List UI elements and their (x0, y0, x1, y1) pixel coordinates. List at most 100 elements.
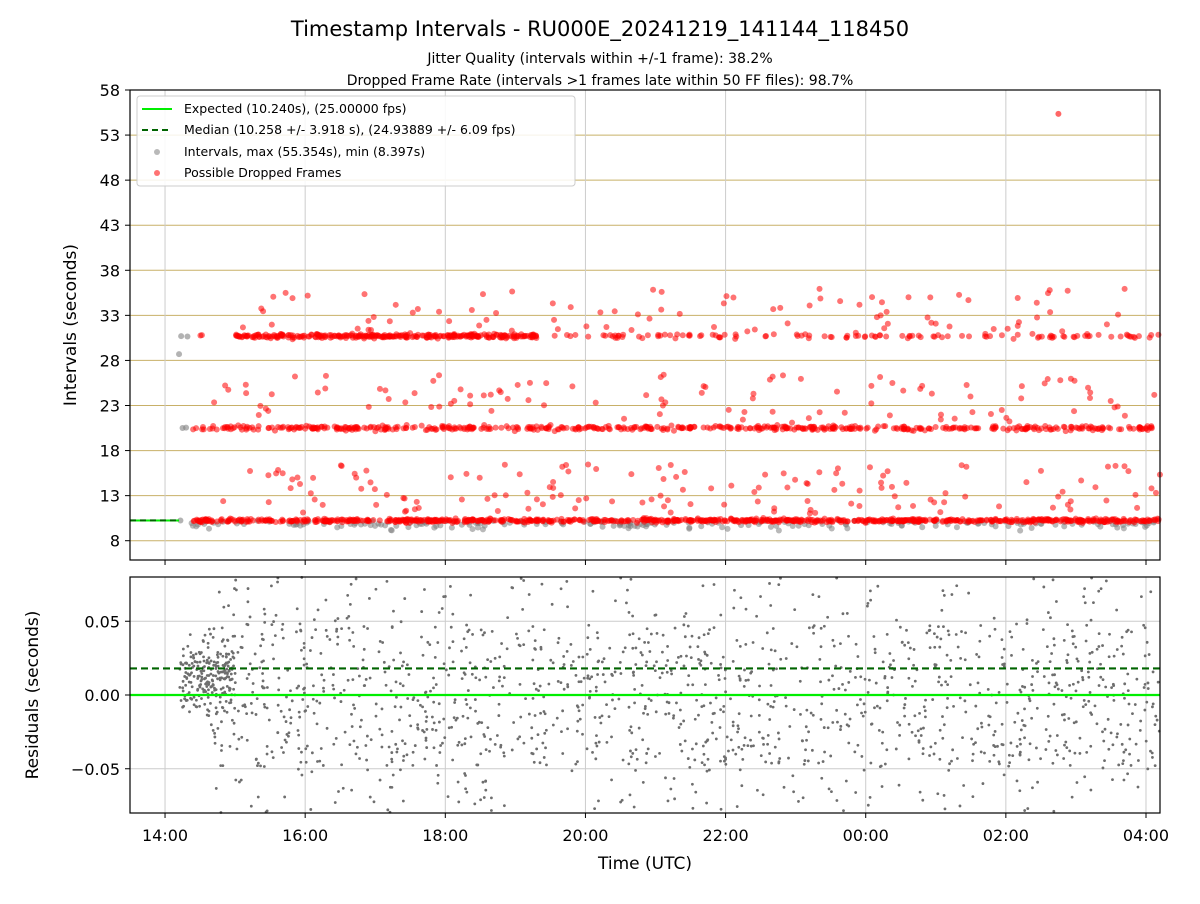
residual-point (1082, 678, 1085, 681)
residual-point (760, 754, 763, 757)
time-x-tick-label: 18:00 (422, 826, 468, 845)
dropped-frame-point (1083, 423, 1089, 429)
dropped-frame-point (352, 424, 358, 430)
dropped-frame-point (855, 518, 861, 524)
residual-point (543, 732, 546, 735)
residual-point (419, 704, 422, 707)
dropped-frame-point (853, 330, 859, 336)
residual-point (423, 758, 426, 761)
residual-point (447, 674, 450, 677)
intervals-y-tick-label: 13 (100, 487, 120, 506)
residual-point (1022, 724, 1025, 727)
residual-point (205, 685, 208, 688)
residual-point (879, 765, 882, 768)
residual-point (522, 742, 525, 745)
residual-point (633, 701, 636, 704)
residual-point (391, 760, 394, 763)
residual-point (539, 761, 542, 764)
dropped-frame-point (498, 389, 504, 395)
residual-point (434, 626, 437, 629)
residual-point (1107, 748, 1110, 751)
residual-point (898, 734, 901, 737)
residual-point (281, 628, 284, 631)
dropped-frame-point (387, 318, 393, 324)
residual-point (722, 705, 725, 708)
residual-point (566, 727, 569, 730)
residual-point (662, 634, 665, 637)
residual-point (938, 758, 941, 761)
dropped-frame-point (1060, 489, 1066, 495)
residual-point (1035, 662, 1038, 665)
residual-point (250, 805, 253, 808)
residual-point (787, 757, 790, 760)
residual-point (223, 669, 226, 672)
dropped-frame-point (893, 425, 899, 431)
dropped-frame-point (717, 334, 723, 340)
residual-point (305, 761, 308, 764)
residual-point (1009, 630, 1012, 633)
residual-point (201, 687, 204, 690)
residual-point (909, 647, 912, 650)
dropped-frame-point (780, 426, 786, 432)
residual-point (336, 636, 339, 639)
residual-point (336, 617, 339, 620)
dropped-frame-point (697, 333, 703, 339)
residual-point (1042, 628, 1045, 631)
residual-point (732, 660, 735, 663)
dropped-frame-point (925, 315, 931, 321)
residual-point (665, 664, 668, 667)
residual-point (539, 712, 542, 715)
dropped-frame-point (945, 333, 951, 339)
dropped-frame-point (938, 412, 944, 418)
dropped-frame-point (909, 333, 915, 339)
residual-point (1066, 661, 1069, 664)
dropped-frame-point (673, 474, 679, 480)
residual-point (563, 688, 566, 691)
residual-point (1031, 675, 1034, 678)
residual-point (581, 704, 584, 707)
residual-point (680, 750, 683, 753)
residual-point (360, 719, 363, 722)
residual-point (216, 677, 219, 680)
residual-point (182, 663, 185, 666)
residual-point (648, 697, 651, 700)
residual-point (1006, 683, 1009, 686)
dropped-frame-point (320, 502, 326, 508)
residual-point (739, 677, 742, 680)
residual-point (533, 761, 536, 764)
residual-point (556, 717, 559, 720)
dropped-frame-point (525, 506, 531, 512)
dropped-frame-point (296, 334, 302, 340)
residual-point (1116, 648, 1119, 651)
residual-point (710, 662, 713, 665)
dropped-frame-point (895, 504, 901, 510)
dropped-frame-point (415, 306, 421, 312)
residual-point (778, 738, 781, 741)
residual-point (395, 696, 398, 699)
dropped-frame-point (373, 502, 379, 508)
residual-point (1079, 737, 1082, 740)
residual-point (558, 637, 561, 640)
residual-point (574, 763, 577, 766)
residual-point (287, 735, 290, 738)
residual-point (933, 632, 936, 635)
residual-point (570, 664, 573, 667)
dropped-frame-point (385, 518, 391, 524)
dropped-frame-point (916, 333, 922, 339)
residual-point (1021, 719, 1024, 722)
residual-point (191, 662, 194, 665)
residual-point (977, 682, 980, 685)
dropped-frame-point (315, 424, 321, 430)
residual-point (805, 709, 808, 712)
dropped-frame-point (538, 424, 544, 430)
residual-point (792, 790, 795, 793)
residual-point (309, 649, 312, 652)
residual-point (448, 646, 451, 649)
residual-point (581, 733, 584, 736)
residual-point (347, 679, 350, 682)
residual-point (1015, 623, 1018, 626)
residual-point (847, 635, 850, 638)
dropped-frame-point (428, 404, 434, 410)
dropped-frame-point (273, 334, 279, 340)
dropped-frame-point (290, 336, 296, 342)
